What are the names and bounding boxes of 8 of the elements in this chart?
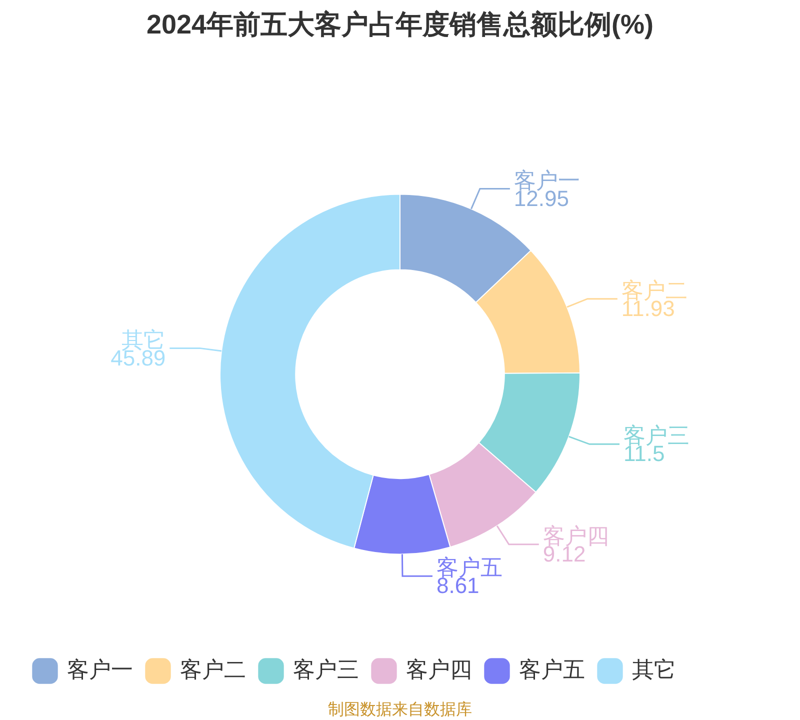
text: 制图数据来自数据库: [328, 700, 472, 718]
legend-label: 客户一: [67, 657, 133, 682]
legend-label: 客户二: [180, 657, 246, 682]
legend-label: 其它: [632, 657, 676, 682]
legend-label: 客户五: [519, 657, 585, 682]
chart-title: 2024年前五大客户占年度销售总额比例(%): [146, 10, 654, 40]
legend-label: 客户三: [293, 657, 359, 682]
legend-label: 客户四: [406, 657, 472, 682]
